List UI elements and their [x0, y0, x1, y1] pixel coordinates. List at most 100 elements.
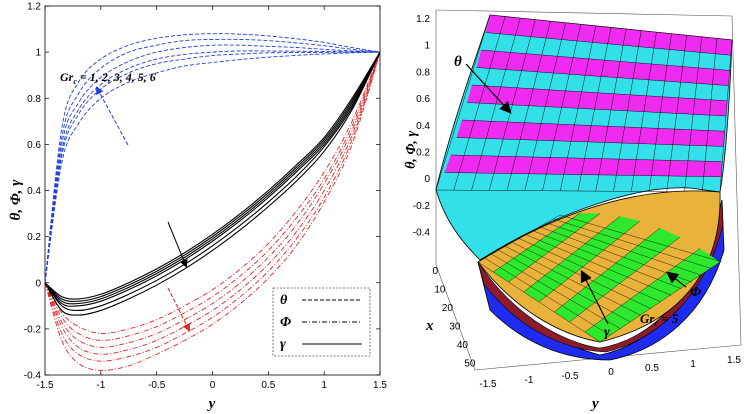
y-axis-ticks-3d: -1.5 -1 -0.5 0 0.5 1 1.5	[479, 355, 741, 390]
theta-grid-line	[481, 49, 730, 71]
z-axis-label: θ, Φ, γ	[403, 130, 419, 169]
theta-grid	[435, 14, 733, 193]
theta-grid-line	[648, 33, 672, 192]
theta-grid-line	[444, 172, 722, 178]
gamma-grid-line	[484, 257, 611, 336]
series-line-17	[44, 51, 381, 316]
theta-grid-line	[456, 137, 724, 147]
theta-grid-line	[485, 32, 731, 56]
y-axis-label-3d: y	[590, 396, 599, 412]
series-line-8	[44, 51, 381, 348]
gamma-grid-line	[493, 213, 581, 273]
x-depth-axis-ticks: 0 10 20 30 40 50	[432, 266, 475, 370]
series-line-15	[44, 51, 381, 307]
black-trend-arrow	[167, 221, 188, 268]
gamma-grid	[477, 213, 723, 343]
y-tick-label: 1	[35, 48, 41, 59]
theta-band	[476, 50, 730, 86]
gamma-grid-line	[505, 246, 641, 316]
grc5-rest: = 5	[658, 311, 679, 326]
series-line-12	[44, 51, 381, 300]
blue-trend-arrow	[96, 86, 129, 146]
y-tick-label: 1.2	[27, 2, 41, 13]
z-tick-label: -0.4	[413, 228, 431, 239]
x-tick-label: 0.5	[261, 380, 275, 391]
gamma-grid-line	[532, 230, 682, 289]
series-line-5	[44, 33, 381, 283]
series-line-11	[44, 51, 381, 371]
series-line-6	[44, 51, 381, 334]
series-line-7	[44, 51, 381, 341]
z-tick-label: -0.2	[413, 201, 431, 212]
series-line-9	[44, 51, 381, 355]
x-depth-axis-label: x	[425, 318, 434, 334]
y-tick-label: -0.2	[24, 324, 42, 335]
theta-grid-line	[560, 25, 597, 191]
surface-label-phi: Φ	[690, 285, 701, 300]
theta-grid-line	[461, 119, 725, 132]
left-line-chart: -0.4 -0.2 0 0.2 0.4 0.6 0.8 1 1.2 -1.5 -1 -0.5 0 0.5…	[8, 2, 387, 413]
y-axis-ticks: -0.4 -0.2 0 0.2 0.4 0.6 0.8 1 1.2	[24, 2, 380, 382]
theta-band	[485, 15, 732, 56]
phi-band-dark	[477, 199, 724, 353]
theta-grid-line	[684, 36, 702, 192]
gamma-band	[584, 248, 720, 342]
gamma-grid-line	[584, 248, 701, 333]
y-tick-label: 0.6	[27, 140, 41, 151]
grc-annotation-rest: = 1, 2, 3, 4, 5, 6	[77, 70, 156, 84]
x-axis-label: y	[207, 396, 216, 412]
gamma-grid-line	[559, 214, 723, 263]
x-depth-tick-label: 10	[434, 285, 446, 296]
series-line-1	[44, 51, 381, 283]
theta-pointer-arrow	[465, 63, 512, 114]
y-tick-label-3d: 1.5	[727, 355, 741, 366]
theta-grid-line	[435, 14, 491, 191]
x-tick-label: -1	[96, 380, 105, 391]
theta-grid-line	[613, 30, 642, 192]
y-tick-label: 0.8	[27, 94, 41, 105]
theta-grid-line	[542, 24, 581, 191]
z-tick-label: 0.6	[416, 94, 430, 105]
theta-grid-line	[489, 19, 536, 191]
z-tick-label: 0.8	[416, 67, 430, 78]
theta-grid-line	[476, 67, 729, 86]
theta-band	[444, 155, 723, 177]
grc5-annotation: Grc = 5	[640, 311, 679, 328]
x-depth-tick-label: 0	[432, 266, 438, 277]
grc-annotation-base: Gr	[60, 70, 74, 84]
x-depth-tick-label: 20	[442, 303, 454, 314]
theta-grid-line	[595, 29, 627, 192]
gamma-grid-line	[538, 220, 641, 303]
surface-label-theta: θ	[454, 54, 462, 70]
gamma-grid-line	[525, 234, 672, 296]
x-tick-label: 0	[210, 380, 216, 391]
x-depth-tick-label: 30	[449, 322, 461, 333]
series-line-16	[44, 51, 381, 311]
y-tick-label-3d: -1	[525, 375, 534, 386]
gamma-pointer-arrow	[580, 269, 609, 325]
red-trend-arrow	[167, 287, 190, 332]
gamma-band	[554, 227, 680, 322]
x-axis-ticks: -1.5 -1 -0.5 0 0.5 1 1.5	[36, 6, 387, 391]
surface-label-gamma: γ	[604, 325, 610, 340]
theta-grid-line	[450, 154, 723, 162]
x-tick-label: -1.5	[36, 380, 54, 391]
z-tick-label: 0.2	[416, 148, 430, 159]
x-depth-tick-label: 40	[457, 340, 469, 351]
y-axis-label: θ, Φ, γ	[8, 179, 24, 221]
y-tick-label-3d: -1.5	[479, 379, 497, 390]
legend-label-gamma: γ	[280, 337, 286, 352]
gamma-grid-line	[554, 227, 661, 313]
x-tick-label: -0.5	[148, 380, 166, 391]
z-tick-label: 0	[424, 174, 430, 185]
theta-band	[456, 120, 725, 147]
gamma-grid-line	[491, 253, 621, 329]
y-tick-label-3d: -0.5	[561, 371, 579, 382]
theta-grid-line	[702, 38, 718, 192]
legend-label-theta: θ	[280, 293, 288, 308]
theta-grid-line	[631, 32, 657, 192]
z-tick-label: 0.4	[416, 121, 430, 132]
y-tick-label-3d: 0	[608, 367, 614, 378]
series-line-14	[44, 51, 381, 305]
